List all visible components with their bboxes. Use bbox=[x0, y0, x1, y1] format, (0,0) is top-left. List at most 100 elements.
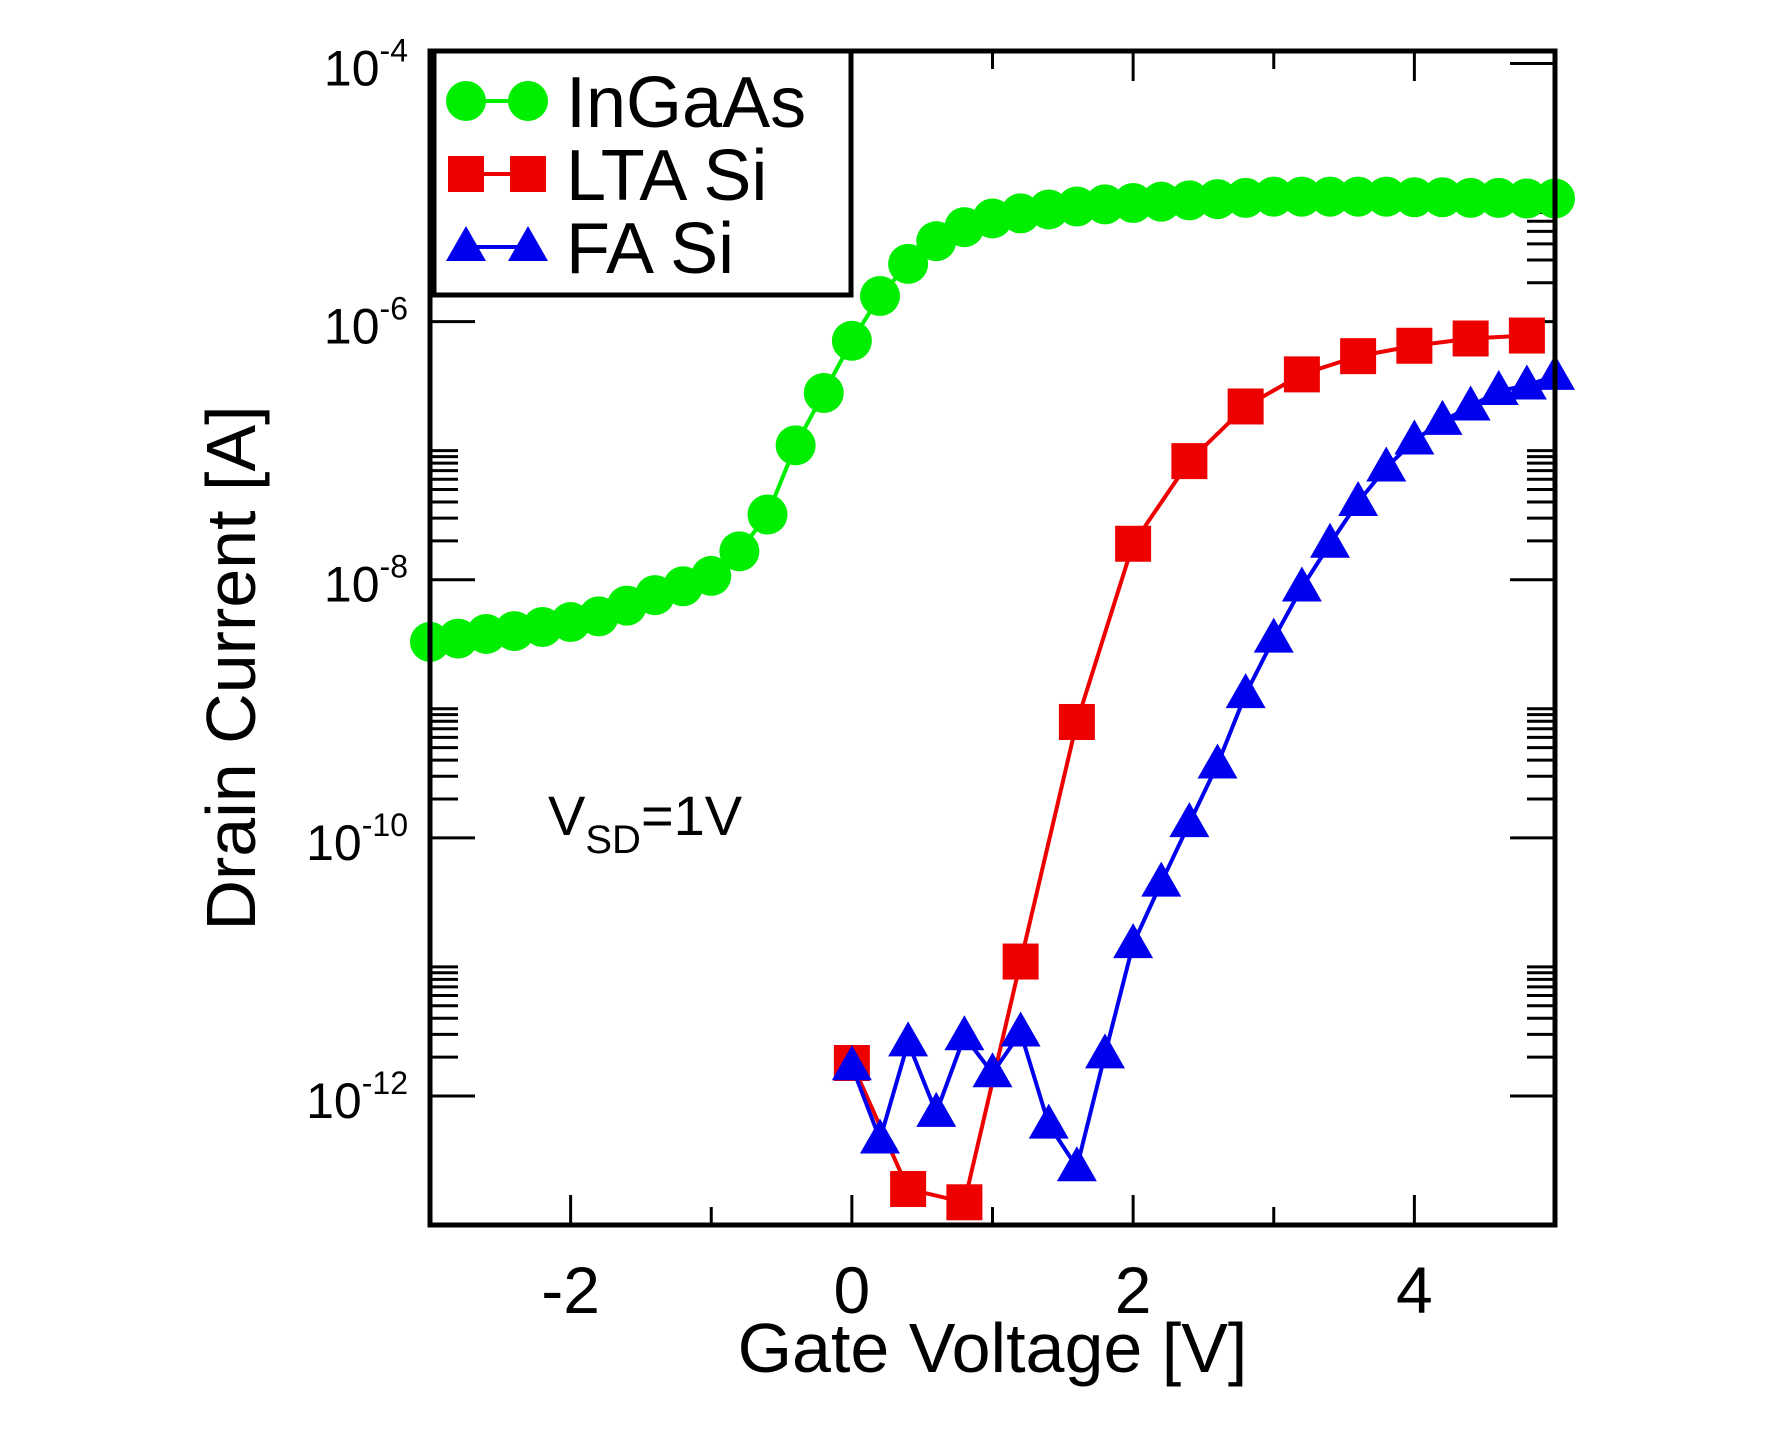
data-point-circle bbox=[1338, 176, 1379, 217]
data-point-triangle bbox=[1141, 861, 1182, 897]
data-point-triangle bbox=[972, 1052, 1013, 1088]
data-point-triangle bbox=[1394, 419, 1435, 455]
legend-label: FA Si bbox=[566, 209, 734, 289]
data-point-square bbox=[1002, 943, 1039, 980]
y-tick-label: 10-8 bbox=[324, 549, 408, 613]
y-tick-label: 10-12 bbox=[306, 1065, 408, 1129]
y-tick-label: 10-10 bbox=[306, 807, 408, 871]
data-point-triangle bbox=[1506, 364, 1547, 400]
y-tick-label-exponent: -8 bbox=[380, 549, 408, 585]
data-point-triangle bbox=[1281, 566, 1322, 602]
data-point-circle bbox=[831, 320, 872, 361]
data-point-triangle bbox=[944, 1015, 985, 1051]
data-point-circle bbox=[691, 555, 732, 596]
y-tick-label-exponent: -12 bbox=[362, 1065, 408, 1101]
x-tick-label: 2 bbox=[1115, 1253, 1152, 1327]
legend-item: LTA Si bbox=[448, 136, 767, 216]
data-point-square bbox=[1340, 338, 1377, 375]
data-point-circle bbox=[719, 531, 760, 572]
data-point-circle bbox=[1197, 179, 1238, 220]
data-point-square bbox=[1452, 320, 1489, 357]
series-ingaas bbox=[410, 176, 1575, 662]
data-point-triangle bbox=[1000, 1011, 1041, 1047]
data-point-triangle bbox=[1085, 1033, 1125, 1069]
data-point-circle bbox=[775, 425, 816, 466]
data-point-square bbox=[510, 156, 546, 192]
data-point-triangle bbox=[1056, 1146, 1097, 1182]
data-point-triangle bbox=[1422, 399, 1463, 435]
data-point-circle bbox=[446, 81, 486, 121]
data-point-circle bbox=[1085, 184, 1125, 225]
data-point-triangle bbox=[888, 1021, 929, 1057]
data-point-circle bbox=[1366, 176, 1407, 217]
y-tick-label-base: 10 bbox=[324, 557, 380, 613]
plot-frame bbox=[427, 48, 1558, 1228]
data-point-square bbox=[1227, 388, 1264, 425]
data-point-triangle bbox=[1338, 481, 1379, 517]
data-point-square bbox=[890, 1171, 927, 1208]
data-point-square bbox=[1396, 327, 1433, 364]
data-point-square bbox=[1283, 356, 1320, 393]
data-point-triangle bbox=[1225, 673, 1266, 709]
data-point-triangle bbox=[1253, 617, 1294, 653]
data-point-triangle bbox=[446, 226, 486, 261]
data-point-triangle bbox=[831, 1045, 872, 1081]
data-point-circle bbox=[1450, 177, 1491, 218]
data-point-square bbox=[448, 156, 484, 192]
data-point-circle bbox=[1310, 176, 1350, 217]
annotation-main: V bbox=[548, 784, 586, 847]
data-point-square bbox=[1508, 317, 1545, 354]
y-tick-label-base: 10 bbox=[306, 815, 362, 871]
y-tick-label-exponent: -4 bbox=[380, 33, 408, 69]
series-fa-si bbox=[831, 354, 1575, 1182]
data-point-triangle bbox=[1197, 743, 1238, 779]
data-point-circle bbox=[888, 243, 929, 284]
y-tick-label-exponent: -6 bbox=[380, 291, 408, 327]
legend-label: InGaAs bbox=[566, 63, 806, 143]
y-tick-label-base: 10 bbox=[324, 299, 380, 355]
annotation-value: =1V bbox=[641, 784, 743, 847]
data-point-circle bbox=[803, 372, 844, 413]
data-point-square bbox=[1058, 703, 1095, 740]
data-point-circle bbox=[1506, 178, 1547, 219]
data-point-triangle bbox=[1366, 446, 1407, 482]
data-point-circle bbox=[1113, 183, 1154, 224]
y-tick-label-base: 10 bbox=[306, 1073, 362, 1129]
x-tick-label: 4 bbox=[1396, 1253, 1433, 1327]
y-axis-label: Drain Current [A] bbox=[192, 405, 270, 930]
data-point-triangle bbox=[1310, 522, 1350, 558]
y-tick-label: 10-6 bbox=[324, 291, 408, 355]
data-point-circle bbox=[1141, 181, 1182, 222]
data-point-triangle bbox=[508, 226, 548, 261]
annotation-subscript: SD bbox=[585, 818, 641, 862]
data-point-circle bbox=[1478, 177, 1519, 218]
data-point-circle bbox=[1253, 176, 1294, 217]
x-tick-label: -2 bbox=[541, 1253, 600, 1327]
y-tick-label-base: 10 bbox=[324, 41, 380, 97]
vsd-annotation: VSD=1V bbox=[548, 784, 743, 862]
data-point-square bbox=[1171, 443, 1208, 480]
data-point-triangle bbox=[916, 1091, 957, 1127]
data-point-circle bbox=[1394, 177, 1435, 218]
series-lta-si bbox=[833, 317, 1545, 1221]
x-tick-label: 0 bbox=[834, 1253, 871, 1327]
data-point-triangle bbox=[860, 1118, 900, 1154]
y-tick-label: 10-4 bbox=[324, 33, 408, 97]
data-point-square bbox=[946, 1184, 983, 1221]
data-point-triangle bbox=[1450, 385, 1491, 421]
data-point-circle bbox=[508, 81, 548, 121]
data-point-triangle bbox=[1113, 923, 1154, 959]
data-point-circle bbox=[1169, 180, 1210, 221]
x-axis-label: Gate Voltage [V] bbox=[738, 1309, 1248, 1387]
y-tick-label-exponent: -10 bbox=[362, 807, 408, 843]
data-point-triangle bbox=[1028, 1103, 1069, 1139]
data-point-circle bbox=[1225, 177, 1266, 218]
data-point-circle bbox=[747, 494, 788, 535]
data-point-triangle bbox=[1169, 802, 1210, 838]
data-point-circle bbox=[1422, 177, 1463, 218]
legend-item: FA Si bbox=[446, 209, 734, 289]
legend-item: InGaAs bbox=[446, 63, 806, 143]
